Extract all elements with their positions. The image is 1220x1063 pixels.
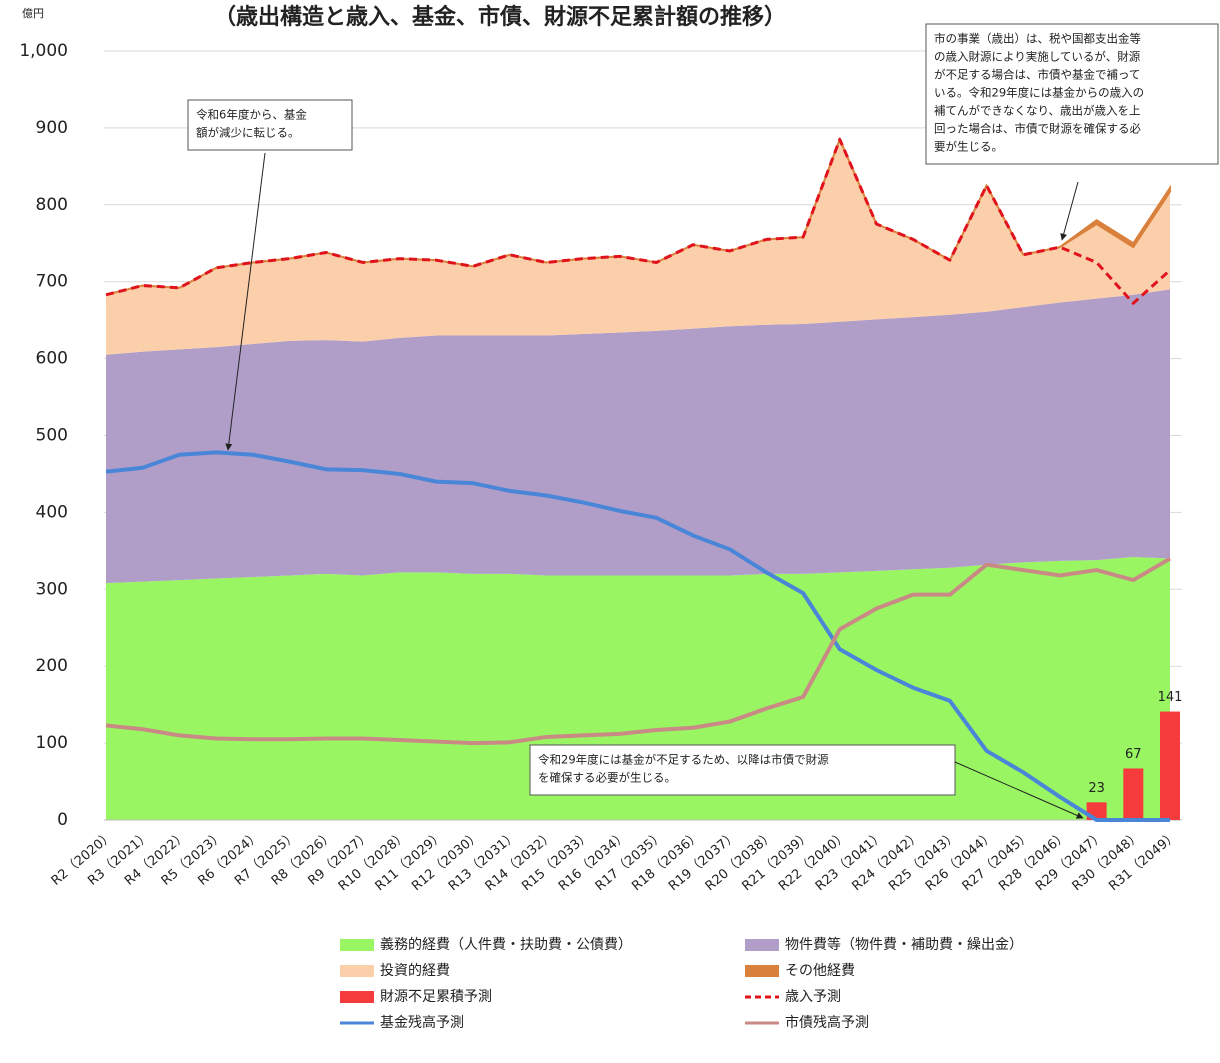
annotation-text: 補てんができなくなり、歳出が歳入を上 bbox=[934, 104, 1141, 118]
area bbox=[106, 139, 1170, 355]
legend-label: 基金残高予測 bbox=[380, 1014, 464, 1031]
y-tick-label: 300 bbox=[36, 579, 68, 599]
legend-swatch bbox=[340, 965, 374, 977]
y-tick-label: 0 bbox=[57, 810, 68, 830]
annotation-box bbox=[187, 99, 353, 151]
annotation-box bbox=[529, 744, 956, 796]
annotation-text: 額が減少に転じる。 bbox=[196, 126, 300, 140]
legend-label: 物件費等（物件費・補助費・繰出金） bbox=[785, 936, 1023, 953]
y-tick-label: 800 bbox=[36, 195, 68, 215]
annotation-box bbox=[925, 23, 1219, 165]
annotation-text: 令和6年度から、基金 bbox=[196, 108, 307, 122]
annotation-text: を確保する必要が生じる。 bbox=[538, 771, 676, 785]
legend-label: その他経費 bbox=[785, 963, 855, 979]
annotation-arrow bbox=[954, 761, 1084, 819]
legend-label: 歳入予測 bbox=[785, 989, 841, 1005]
legend-label: 投資的経費 bbox=[380, 963, 450, 979]
data-label: 23 bbox=[1088, 781, 1105, 796]
data-label: 67 bbox=[1125, 747, 1142, 762]
legend-swatch bbox=[745, 939, 779, 951]
legend-label: 市債残高予測 bbox=[785, 1014, 869, 1031]
annotation-arrow bbox=[1060, 181, 1079, 241]
legend-swatch bbox=[340, 939, 374, 951]
y-tick-label: 100 bbox=[36, 733, 68, 753]
bar bbox=[1123, 768, 1144, 820]
y-tick-label: 500 bbox=[36, 426, 68, 446]
y-tick-label: 1,000 bbox=[19, 41, 68, 61]
annotation-text: 回った場合は、市債で財源を確保する必 bbox=[934, 122, 1141, 136]
legend-label: 財源不足累積予測 bbox=[380, 989, 492, 1005]
annotation-text: 令和29年度には基金が不足するため、以降は市債で財源 bbox=[538, 753, 829, 767]
y-tick-label: 400 bbox=[36, 502, 68, 522]
annotation-text: が不足する場合は、市債や基金で補って bbox=[934, 68, 1140, 82]
y-tick-label: 900 bbox=[36, 118, 68, 138]
y-tick-label: 200 bbox=[36, 656, 68, 676]
y-tick-label: 600 bbox=[36, 349, 68, 369]
annotation-arrow bbox=[225, 152, 266, 451]
line bbox=[105, 450, 1170, 822]
area bbox=[106, 289, 1170, 584]
line bbox=[105, 556, 1172, 746]
data-label: 141 bbox=[1158, 690, 1183, 705]
annotation-text: の歳入財源により実施しているが、財源 bbox=[934, 50, 1141, 64]
annotation-text: 要が生じる。 bbox=[934, 140, 1003, 154]
line bbox=[105, 137, 1172, 305]
annotation-text: 市の事業（歳出）は、税や国都支出金等 bbox=[934, 32, 1141, 46]
y-tick-label: 700 bbox=[36, 272, 68, 292]
annotation-text: いる。令和29年度には基金からの歳入の bbox=[934, 86, 1144, 100]
legend-swatch bbox=[340, 991, 374, 1003]
y-unit: 億円 bbox=[22, 7, 44, 20]
chart-title: （歳出構造と歳入、基金、市債、財源不足累計額の推移） bbox=[214, 4, 786, 30]
legend-swatch bbox=[745, 965, 779, 977]
legend-label: 義務的経費（人件費・扶助費・公債費） bbox=[380, 936, 632, 953]
bar bbox=[1160, 711, 1180, 820]
